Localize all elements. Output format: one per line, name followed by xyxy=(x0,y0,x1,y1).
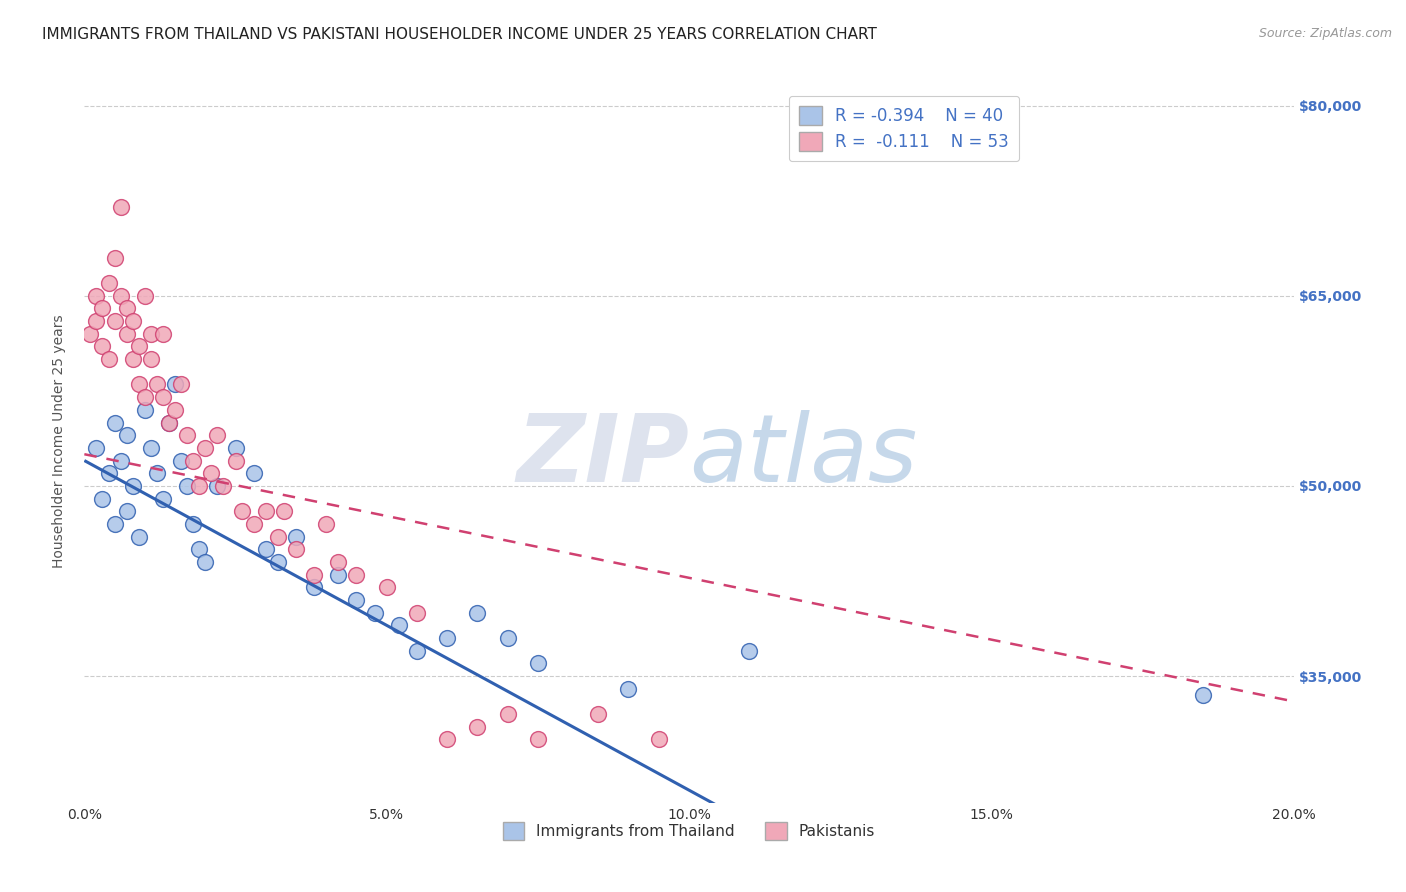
Point xyxy=(134,390,156,404)
Point xyxy=(285,542,308,557)
Point xyxy=(139,441,162,455)
Point xyxy=(110,453,132,467)
Text: ZIP: ZIP xyxy=(516,410,689,502)
Point xyxy=(97,276,120,290)
Point xyxy=(176,479,198,493)
Point xyxy=(436,631,458,645)
Point xyxy=(91,491,114,506)
Point xyxy=(375,580,398,594)
Point xyxy=(86,441,108,455)
Point xyxy=(194,441,217,455)
Point xyxy=(97,352,120,367)
Point xyxy=(527,732,550,747)
Point xyxy=(104,251,127,265)
Point xyxy=(254,504,277,518)
Point xyxy=(496,707,519,722)
Point xyxy=(648,732,671,747)
Point xyxy=(363,606,385,620)
Point xyxy=(194,555,217,569)
Point xyxy=(91,301,114,316)
Point xyxy=(115,504,138,518)
Point xyxy=(121,352,143,367)
Point xyxy=(170,453,193,467)
Point xyxy=(406,606,429,620)
Point xyxy=(188,542,211,557)
Point xyxy=(388,618,411,632)
Point xyxy=(157,416,180,430)
Point xyxy=(104,314,127,328)
Point xyxy=(273,504,295,518)
Point xyxy=(115,326,138,341)
Point xyxy=(104,416,127,430)
Point xyxy=(212,479,235,493)
Point xyxy=(207,479,229,493)
Point xyxy=(1192,688,1215,702)
Point xyxy=(738,643,761,657)
Point xyxy=(128,377,150,392)
Point xyxy=(104,516,127,531)
Point xyxy=(157,416,180,430)
Point xyxy=(267,555,290,569)
Point xyxy=(346,593,368,607)
Point xyxy=(467,606,489,620)
Point xyxy=(139,352,162,367)
Point xyxy=(165,402,187,417)
Point xyxy=(181,516,204,531)
Point xyxy=(285,530,308,544)
Point xyxy=(254,542,277,557)
Point xyxy=(225,441,247,455)
Point xyxy=(134,289,156,303)
Point xyxy=(436,732,458,747)
Point xyxy=(181,453,204,467)
Point xyxy=(121,479,143,493)
Point xyxy=(165,377,187,392)
Point xyxy=(86,314,108,328)
Point xyxy=(496,631,519,645)
Text: atlas: atlas xyxy=(689,410,917,501)
Text: Source: ZipAtlas.com: Source: ZipAtlas.com xyxy=(1258,27,1392,40)
Point xyxy=(139,326,162,341)
Point xyxy=(617,681,640,696)
Point xyxy=(467,720,489,734)
Point xyxy=(406,643,429,657)
Point xyxy=(128,339,150,353)
Point xyxy=(200,467,222,481)
Point xyxy=(115,428,138,442)
Legend: Immigrants from Thailand, Pakistanis: Immigrants from Thailand, Pakistanis xyxy=(496,816,882,846)
Point xyxy=(231,504,253,518)
Point xyxy=(110,289,132,303)
Point xyxy=(170,377,193,392)
Point xyxy=(152,326,174,341)
Point xyxy=(110,200,132,214)
Point xyxy=(146,377,169,392)
Point xyxy=(527,657,550,671)
Point xyxy=(302,567,325,582)
Point xyxy=(97,467,120,481)
Point xyxy=(225,453,247,467)
Point xyxy=(79,326,101,341)
Point xyxy=(242,467,264,481)
Point xyxy=(176,428,198,442)
Point xyxy=(146,467,169,481)
Y-axis label: Householder Income Under 25 years: Householder Income Under 25 years xyxy=(52,315,66,568)
Point xyxy=(152,491,174,506)
Point xyxy=(188,479,211,493)
Text: IMMIGRANTS FROM THAILAND VS PAKISTANI HOUSEHOLDER INCOME UNDER 25 YEARS CORRELAT: IMMIGRANTS FROM THAILAND VS PAKISTANI HO… xyxy=(42,27,877,42)
Point xyxy=(128,530,150,544)
Point xyxy=(134,402,156,417)
Point xyxy=(121,314,143,328)
Point xyxy=(207,428,229,442)
Point xyxy=(91,339,114,353)
Point xyxy=(346,567,368,582)
Point xyxy=(86,289,108,303)
Point xyxy=(315,516,337,531)
Point xyxy=(115,301,138,316)
Point xyxy=(302,580,325,594)
Point xyxy=(152,390,174,404)
Point xyxy=(267,530,290,544)
Point xyxy=(242,516,264,531)
Point xyxy=(328,567,350,582)
Point xyxy=(588,707,610,722)
Point xyxy=(328,555,350,569)
